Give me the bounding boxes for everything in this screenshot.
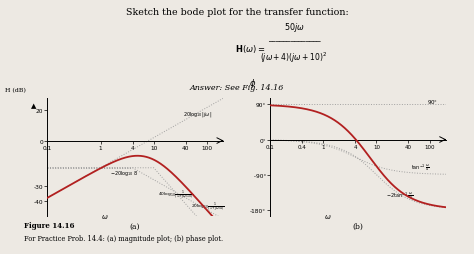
Text: $\tan^{-1}\frac{\omega}{4}$: $\tan^{-1}\frac{\omega}{4}$ xyxy=(411,162,430,173)
Text: $\omega$: $\omega$ xyxy=(324,212,331,220)
Text: $-2\tan^{-1}\frac{\omega}{10}$: $-2\tan^{-1}\frac{\omega}{10}$ xyxy=(386,190,413,201)
Text: H (dB): H (dB) xyxy=(5,88,26,93)
Text: Sketch the bode plot for the transfer function:: Sketch the bode plot for the transfer fu… xyxy=(126,8,348,17)
Text: Answer: See Fig. 14.16: Answer: See Fig. 14.16 xyxy=(190,84,284,92)
Text: $90°$: $90°$ xyxy=(427,98,438,106)
Text: (a): (a) xyxy=(130,221,140,230)
Text: $-20\log_{10}8$: $-20\log_{10}8$ xyxy=(110,168,138,177)
Text: $(j\omega + 4)(j\omega + 10)^2$: $(j\omega + 4)(j\omega + 10)^2$ xyxy=(260,51,328,65)
Text: $20\log_{10}\frac{1}{|1+j\omega/4|}$: $20\log_{10}\frac{1}{|1+j\omega/4|}$ xyxy=(191,200,224,213)
Text: $50j\omega$: $50j\omega$ xyxy=(283,21,304,34)
Text: Figure 14.16: Figure 14.16 xyxy=(24,221,74,229)
Text: (b): (b) xyxy=(353,221,363,230)
Text: For Practice Prob. 14.4: (a) magnitude plot; (b) phase plot.: For Practice Prob. 14.4: (a) magnitude p… xyxy=(24,234,223,242)
Text: $20\log_{10}|j\omega|$: $20\log_{10}|j\omega|$ xyxy=(182,110,212,119)
Text: $40\log_{10}\frac{1}{|1+j\omega/10|}$: $40\log_{10}\frac{1}{|1+j\omega/10|}$ xyxy=(158,188,193,201)
Text: ▲: ▲ xyxy=(31,103,36,108)
Text: ──────────────: ────────────── xyxy=(268,39,320,44)
Text: $\mathbf{H}(\omega) = $: $\mathbf{H}(\omega) = $ xyxy=(235,43,265,55)
Text: $\phi$: $\phi$ xyxy=(249,77,256,90)
Text: $\omega$: $\omega$ xyxy=(101,212,109,220)
